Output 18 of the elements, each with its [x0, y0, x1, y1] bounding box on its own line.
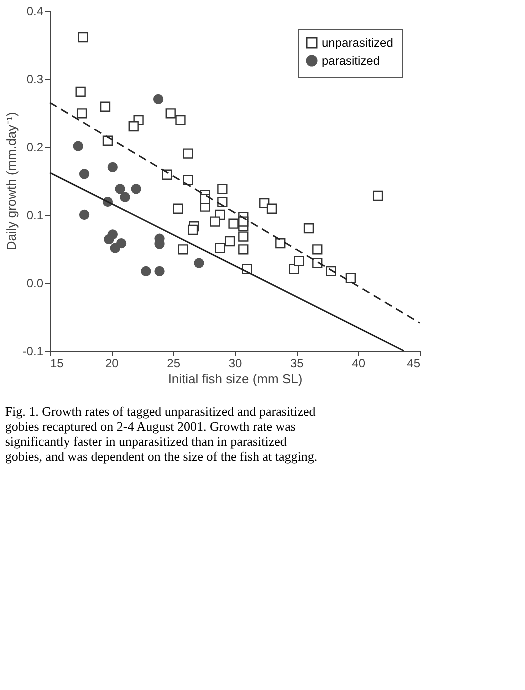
- y-axis-title: Daily growth (mm.day⁻¹): [4, 112, 19, 251]
- x-axis-title: Initial fish size (mm SL): [168, 372, 303, 386]
- legend-label: parasitized: [322, 54, 380, 68]
- x-tick-label: 40: [352, 356, 366, 370]
- y-tick-label: 0.4: [26, 4, 44, 18]
- y-tick-label: 0.0: [26, 276, 44, 290]
- x-tick-label: 20: [105, 356, 120, 370]
- y-tick-label: 0.3: [26, 72, 44, 86]
- caption: Fig. 1. Growth rates of tagged unparasitized and parasitized gobies recaptured on 2-4 August 2001. Growth rate was significantly faster in unparasitized than in parasitized gobies, and was dependent on the size of the fish at tagging.: [5, 404, 318, 464]
- x-tick-label: 45: [407, 356, 421, 370]
- x-tick-label: 15: [50, 356, 64, 370]
- x-tick-label: 35: [290, 356, 304, 370]
- y-tick-label: -0.1: [22, 344, 44, 358]
- y-tick-label: 0.1: [26, 208, 44, 222]
- x-tick-label: 30: [228, 356, 242, 370]
- y-tick-label: 0.2: [26, 140, 44, 154]
- legend-label: unparasitized: [322, 36, 394, 50]
- x-tick-label: 25: [167, 356, 181, 370]
